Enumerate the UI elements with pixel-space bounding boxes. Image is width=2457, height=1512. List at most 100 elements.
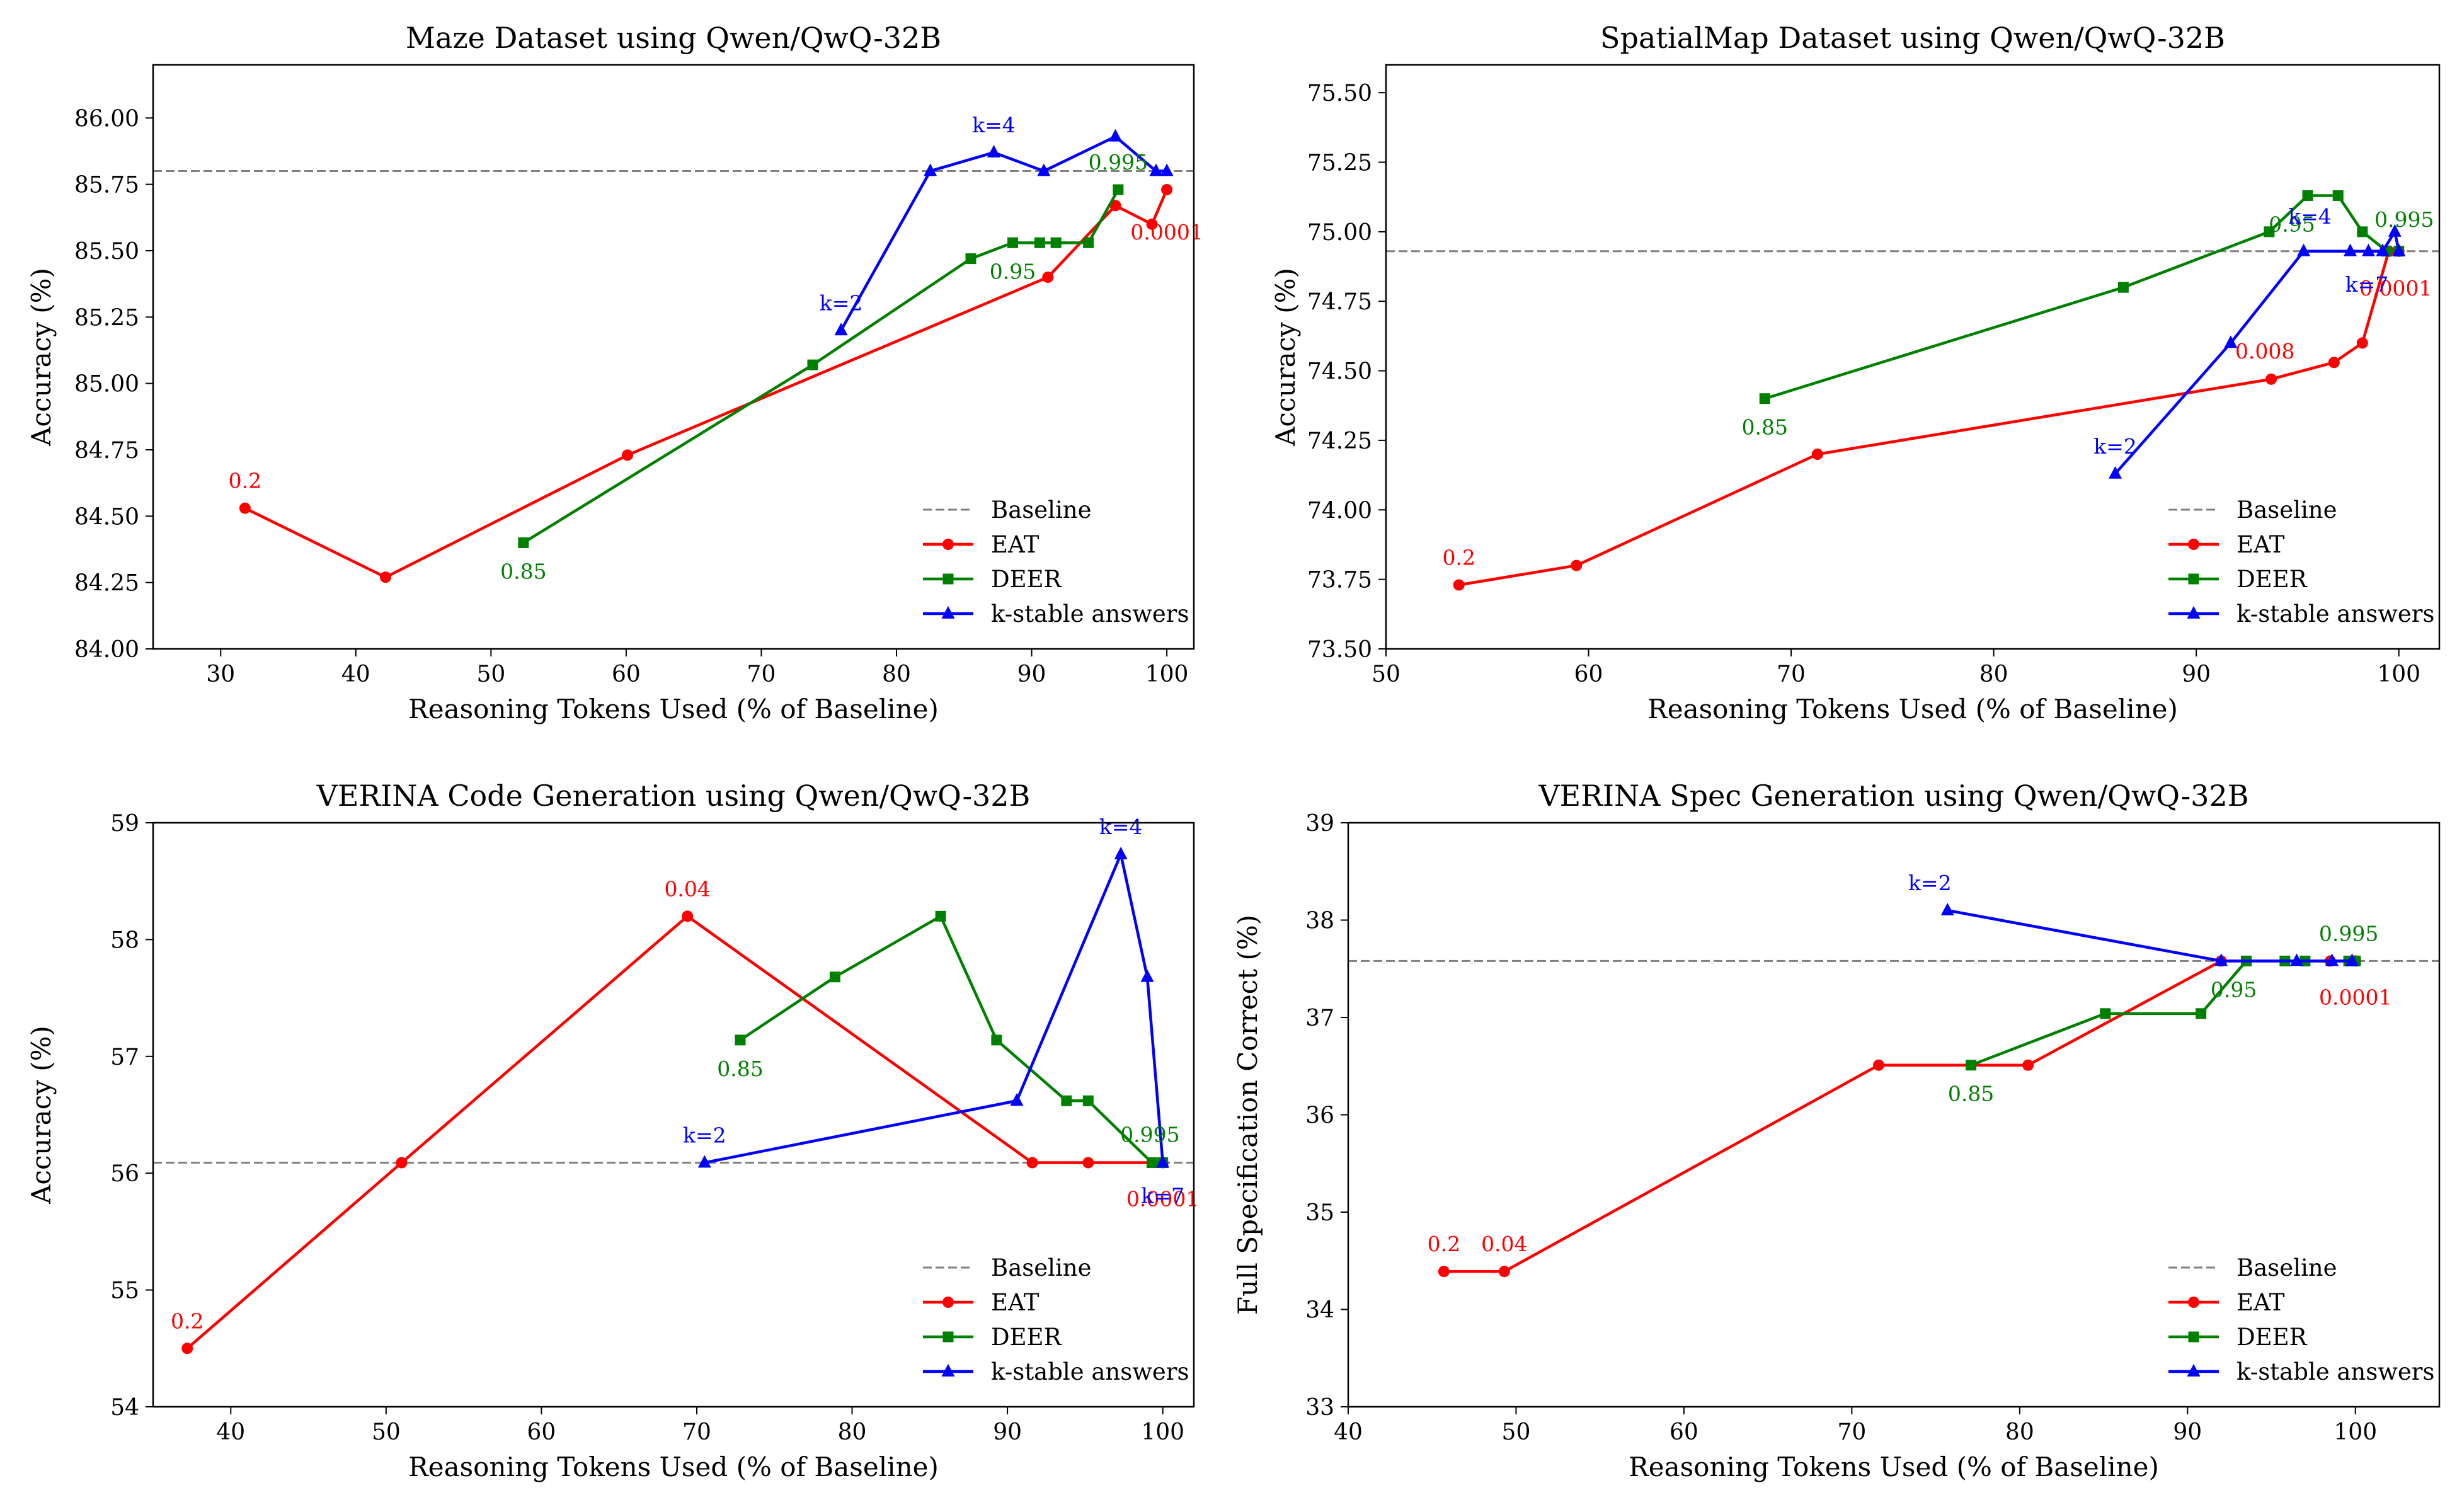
- chart-4: VERINA Spec Generation using Qwen/QwQ-32…: [1232, 779, 2441, 1482]
- data-point: [181, 1343, 193, 1354]
- y-tick-label: 73.75: [1307, 568, 1372, 593]
- data-point: [1042, 272, 1054, 284]
- data-label: k=2: [683, 1123, 726, 1148]
- legend-label: EAT: [991, 531, 1040, 558]
- data-point: [1156, 1155, 1170, 1168]
- data-point: [396, 1157, 408, 1169]
- data-point: [1034, 237, 1045, 248]
- legend-label: k-stable answers: [991, 1358, 1189, 1385]
- data-label: 0.85: [1742, 415, 1788, 440]
- y-tick-label: 75.50: [1307, 81, 1372, 106]
- y-tick-label: 33: [1305, 1395, 1334, 1421]
- legend-label: k-stable answers: [991, 600, 1189, 627]
- data-point: [1453, 579, 1465, 591]
- x-tick-label: 80: [882, 662, 911, 687]
- x-tick-label: 50: [476, 662, 505, 687]
- data-point: [807, 359, 818, 370]
- y-tick-label: 85.75: [74, 173, 139, 198]
- data-point: [2302, 190, 2313, 201]
- legend-marker: [2188, 539, 2199, 550]
- x-tick-label: 60: [527, 1419, 556, 1445]
- legend-item: Baseline: [923, 1254, 1092, 1281]
- data-point: [991, 1034, 1002, 1046]
- data-label: 0.2: [171, 1309, 203, 1333]
- x-tick-label: 60: [1574, 662, 1603, 687]
- x-tick-label: 40: [341, 662, 370, 687]
- legend-item: EAT: [923, 531, 1040, 558]
- legend-label: DEER: [991, 566, 1062, 593]
- data-point: [2214, 953, 2228, 966]
- data-label: k=7: [2345, 272, 2389, 297]
- legend-item: EAT: [923, 1289, 1040, 1316]
- y-tick-label: 36: [1305, 1103, 1334, 1129]
- y-tick-label: 59: [110, 811, 139, 837]
- data-point: [2117, 282, 2129, 293]
- legend-item: k-stable answers: [923, 1358, 1189, 1385]
- data-label: 0.04: [1481, 1232, 1527, 1256]
- series-line: [739, 915, 1163, 1164]
- legend-item: Baseline: [923, 496, 1092, 524]
- x-axis-label: Reasoning Tokens Used (% of Baseline): [1629, 1452, 2159, 1482]
- chart-title: Maze Dataset using Qwen/QwQ-32B: [406, 21, 941, 55]
- data-point: [834, 323, 848, 336]
- legend-item: EAT: [2168, 531, 2285, 558]
- y-tick-label: 54: [110, 1395, 139, 1421]
- data-label: 0.04: [664, 876, 710, 901]
- chart-1: Maze Dataset using Qwen/QwQ-32B 30 40 50 60 7…: [26, 21, 1203, 724]
- legend-label: DEER: [2236, 1324, 2308, 1351]
- data-point: [2290, 953, 2304, 966]
- data-point: [1873, 1059, 1885, 1071]
- y-tick-label: 85.50: [74, 239, 139, 265]
- data-label: k=2: [820, 290, 863, 315]
- legend-item: Baseline: [2168, 1254, 2337, 1281]
- legend-marker: [2187, 605, 2201, 619]
- data-point: [1966, 1060, 1977, 1071]
- legend: Baseline EAT DEER k-stable answers: [923, 496, 1189, 627]
- data-label: 0.2: [1443, 545, 1475, 570]
- data-point: [1050, 237, 1062, 248]
- x-tick-label: 60: [612, 662, 641, 687]
- data-label: 0.995: [1089, 150, 1148, 175]
- data-point: [965, 253, 976, 265]
- data-point: [2356, 337, 2368, 349]
- data-point: [2297, 243, 2311, 256]
- data-point: [935, 910, 946, 922]
- series-deer: [735, 910, 1169, 1169]
- legend-label: DEER: [991, 1324, 1062, 1351]
- data-point: [2376, 243, 2390, 256]
- y-tick-label: 86.00: [74, 106, 139, 132]
- y-tick-label: 74.25: [1307, 428, 1372, 454]
- y-tick-label: 39: [1305, 811, 1334, 837]
- data-point: [735, 1034, 746, 1046]
- x-tick-label: 80: [1979, 662, 2008, 687]
- series-k-stable-answers: [1940, 902, 2359, 966]
- legend-label: EAT: [2236, 1289, 2285, 1316]
- data-label: k=2: [1908, 871, 1952, 895]
- legend-label: DEER: [2236, 566, 2308, 593]
- data-point: [1007, 237, 1019, 248]
- data-label: k=4: [972, 113, 1016, 137]
- y-tick-label: 84.25: [74, 571, 139, 597]
- series-k-stable-answers: [697, 846, 1170, 1168]
- y-tick-label: 84.00: [74, 637, 139, 663]
- data-point: [2388, 224, 2402, 237]
- y-axis-label: Accuracy (%): [26, 1026, 57, 1205]
- data-point: [1759, 393, 1770, 404]
- x-axis-label: Reasoning Tokens Used (% of Baseline): [1647, 694, 2178, 724]
- legend-item: DEER: [923, 566, 1062, 593]
- x-tick-label: 90: [2173, 1419, 2202, 1445]
- data-point: [2265, 373, 2277, 385]
- legend-marker: [2188, 1297, 2199, 1308]
- data-point: [924, 163, 937, 176]
- data-label: k=4: [2288, 204, 2332, 229]
- y-axis-label: Accuracy (%): [26, 268, 57, 447]
- data-point: [2196, 1008, 2207, 1019]
- chart-3: VERINA Code Generation using Qwen/QwQ-32…: [26, 779, 1199, 1482]
- data-point: [2332, 190, 2344, 201]
- data-point: [2100, 1008, 2111, 1019]
- data-point: [2022, 1059, 2034, 1071]
- y-tick-label: 74.50: [1307, 359, 1372, 385]
- legend: Baseline EAT DEER k-stable answers: [923, 1254, 1189, 1385]
- series-k-stable-answers: [2109, 224, 2406, 479]
